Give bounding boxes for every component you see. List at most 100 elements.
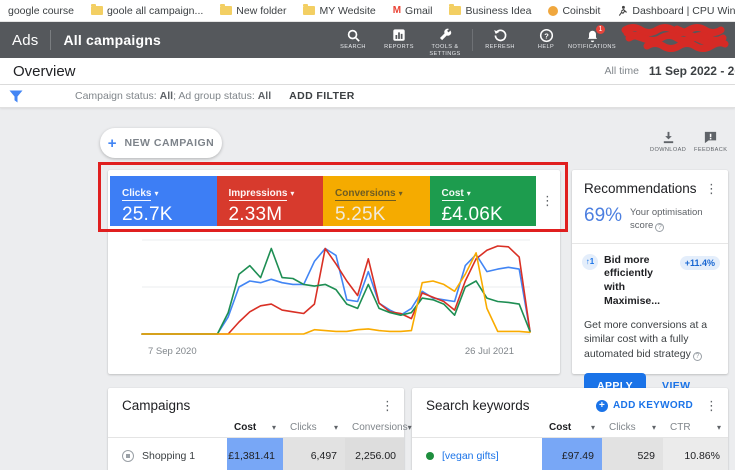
date-range-picker[interactable]: All time 11 Sep 2022 - 26 (604, 64, 735, 78)
campaign-cost-cell: £1,381.41 (227, 438, 283, 470)
recommendation-item[interactable]: ↑1 Bid more efficiently with Maximise...… (572, 244, 728, 313)
new-campaign-button[interactable]: + NEW CAMPAIGN (100, 128, 222, 158)
add-filter-button[interactable]: ADD FILTER (289, 90, 355, 102)
scorecard-cost[interactable]: Cost ▾ £4.06K (429, 176, 536, 226)
column-header-clicks[interactable]: Clicks ▾ (609, 422, 656, 433)
campaigns-menu[interactable]: ⋮ (381, 398, 394, 413)
x-axis-end-label: 26 Jul 2021 (464, 346, 514, 357)
ads-logo: Ads (12, 31, 39, 49)
search-icon (346, 27, 361, 43)
column-header-cost[interactable]: Cost ▾ (234, 422, 276, 433)
campaigns-column-headers: Cost ▾ Clicks ▾ Conversions ▾ (108, 418, 412, 438)
bookmark-label: Dashboard | CPU Win (632, 4, 735, 17)
keyword-ctr-cell: 10.86% (663, 438, 728, 470)
bookmark-item[interactable]: goole all campaign... (90, 4, 204, 17)
help-icon: ? (539, 27, 554, 43)
nav-notifications-button[interactable]: NOTIFICATIONS 1 (568, 24, 616, 51)
page-header: Overview All time 11 Sep 2022 - 26 (0, 58, 735, 85)
nav-label: TOOLS & SETTINGS (429, 44, 461, 57)
nav-divider (472, 29, 473, 51)
filter-funnel-icon (9, 90, 23, 102)
search-keywords-card: Search keywords + ADD KEYWORD ⋮ Cost ▾ Cl… (412, 388, 728, 470)
date-range-label: All time (604, 65, 639, 77)
recommendation-item-body: Get more conversions at a similar cost w… (584, 319, 708, 361)
notification-badge: 1 (595, 24, 606, 35)
feedback-button[interactable]: FEEDBACK (694, 130, 727, 153)
optimisation-score-caption: Your optimisation score? (630, 207, 703, 233)
nav-help-button[interactable]: ? HELP (523, 27, 569, 51)
nav-label: REPORTS (384, 44, 414, 50)
sort-arrow-icon: ▾ (407, 423, 412, 432)
sort-arrow-icon: ▾ (716, 423, 721, 432)
campaign-clicks-cell: 6,497 (283, 438, 345, 470)
bookmark-item[interactable]: Coinsbit (548, 5, 600, 17)
header-divider (50, 30, 52, 50)
paused-status-icon (122, 450, 134, 462)
reports-icon (392, 27, 406, 43)
download-button[interactable]: DOWNLOAD (650, 130, 686, 153)
keyword-name[interactable]: [vegan gifts] (442, 450, 499, 462)
bookmark-item[interactable]: MY Wedsite (303, 4, 376, 17)
plus-circle-icon: + (596, 399, 609, 412)
bell-icon (585, 27, 600, 43)
keywords-column-headers: Cost ▾ Clicks ▾ CTR ▾ (412, 418, 728, 438)
nav-refresh-button[interactable]: REFRESH (477, 27, 523, 51)
overview-card: Clicks ▾ 25.7K Impressions ▾ 2.33M Conversions… (108, 170, 560, 374)
campaign-name[interactable]: Shopping 1 (142, 450, 196, 462)
refresh-icon (493, 27, 508, 43)
chevron-down-icon: ▾ (290, 189, 295, 198)
bookmark-item[interactable]: New folder (220, 4, 287, 17)
scorecard-conversions[interactable]: Conversions ▾ 5.25K (323, 176, 430, 226)
bookmark-label: Business Idea (465, 4, 532, 17)
help-circle-icon[interactable]: ? (692, 351, 702, 361)
bookmark-item[interactable]: Dashboard | CPU Win (617, 5, 735, 17)
column-header-clicks[interactable]: Clicks ▾ (290, 422, 338, 433)
campaign-status-value: All (159, 90, 174, 102)
bookmark-item[interactable]: M Gmail (392, 4, 433, 17)
bookmark-label: New folder (236, 4, 287, 17)
keyword-clicks-cell: 529 (602, 438, 663, 470)
scorecard-label: Impressions (228, 188, 288, 201)
scorecard-impressions[interactable]: Impressions ▾ 2.33M (216, 176, 323, 226)
feedback-label: FEEDBACK (694, 147, 728, 153)
download-icon (663, 131, 673, 144)
bookmark-item[interactable]: google course (8, 5, 74, 17)
column-header-cost[interactable]: Cost ▾ (549, 422, 595, 433)
wrench-icon (438, 27, 453, 43)
nav-tools-settings-button[interactable]: TOOLS & SETTINGS (422, 27, 468, 58)
keywords-menu[interactable]: ⋮ (705, 398, 718, 413)
help-circle-icon[interactable]: ? (655, 223, 665, 233)
recommendations-menu[interactable]: ⋮ (705, 181, 718, 196)
add-keyword-button[interactable]: + ADD KEYWORD (596, 399, 693, 412)
nav-search-button[interactable]: SEARCH (330, 27, 376, 51)
recommendations-card: Recommendations ⋮ 69% Your optimisation … (572, 170, 728, 434)
bookmark-label: Gmail (405, 4, 433, 17)
scorecard-clicks[interactable]: Clicks ▾ 25.7K (110, 176, 217, 226)
bookmark-label: Coinsbit (562, 4, 601, 17)
column-header-ctr[interactable]: CTR ▾ (670, 422, 721, 433)
nav-reports-button[interactable]: REPORTS (376, 27, 422, 51)
campaign-row[interactable]: Shopping 1 £1,381.41 6,497 2,256.00 (108, 438, 404, 470)
bookmark-item[interactable]: Business Idea (449, 4, 532, 17)
filter-bar: Campaign status: All; Ad group status: A… (0, 85, 735, 108)
sort-arrow-icon: ▾ (271, 423, 276, 432)
x-axis-start-label: 7 Sep 2020 (148, 346, 197, 357)
date-range-value: 11 Sep 2022 - 26 (648, 64, 735, 78)
keyword-cost-cell: £97.49 (542, 438, 602, 470)
optimisation-score-value: 69% (584, 205, 623, 226)
scorecard-strip: Clicks ▾ 25.7K Impressions ▾ 2.33M Conversions… (110, 176, 536, 226)
nav-label: HELP (537, 44, 555, 50)
scorecard-value: 25.7K (122, 204, 173, 225)
plus-icon: + (107, 134, 117, 152)
overview-card-menu[interactable]: ⋮ (541, 193, 554, 208)
filter-status-text[interactable]: Campaign status: All; Ad group status: A… (75, 90, 272, 102)
ad-group-status-value: All (257, 90, 272, 102)
scorecard-label: Conversions (335, 188, 396, 201)
page-title: Overview (13, 62, 76, 80)
column-header-conversions[interactable]: Conversions ▾ (352, 422, 412, 433)
chart-x-axis: 7 Sep 2020 26 Jul 2021 (136, 346, 526, 357)
enabled-status-icon (426, 452, 434, 460)
bookmark-label: goole all campaign... (106, 4, 204, 17)
keyword-row[interactable]: [vegan gifts] £97.49 529 10.86% (412, 438, 728, 470)
